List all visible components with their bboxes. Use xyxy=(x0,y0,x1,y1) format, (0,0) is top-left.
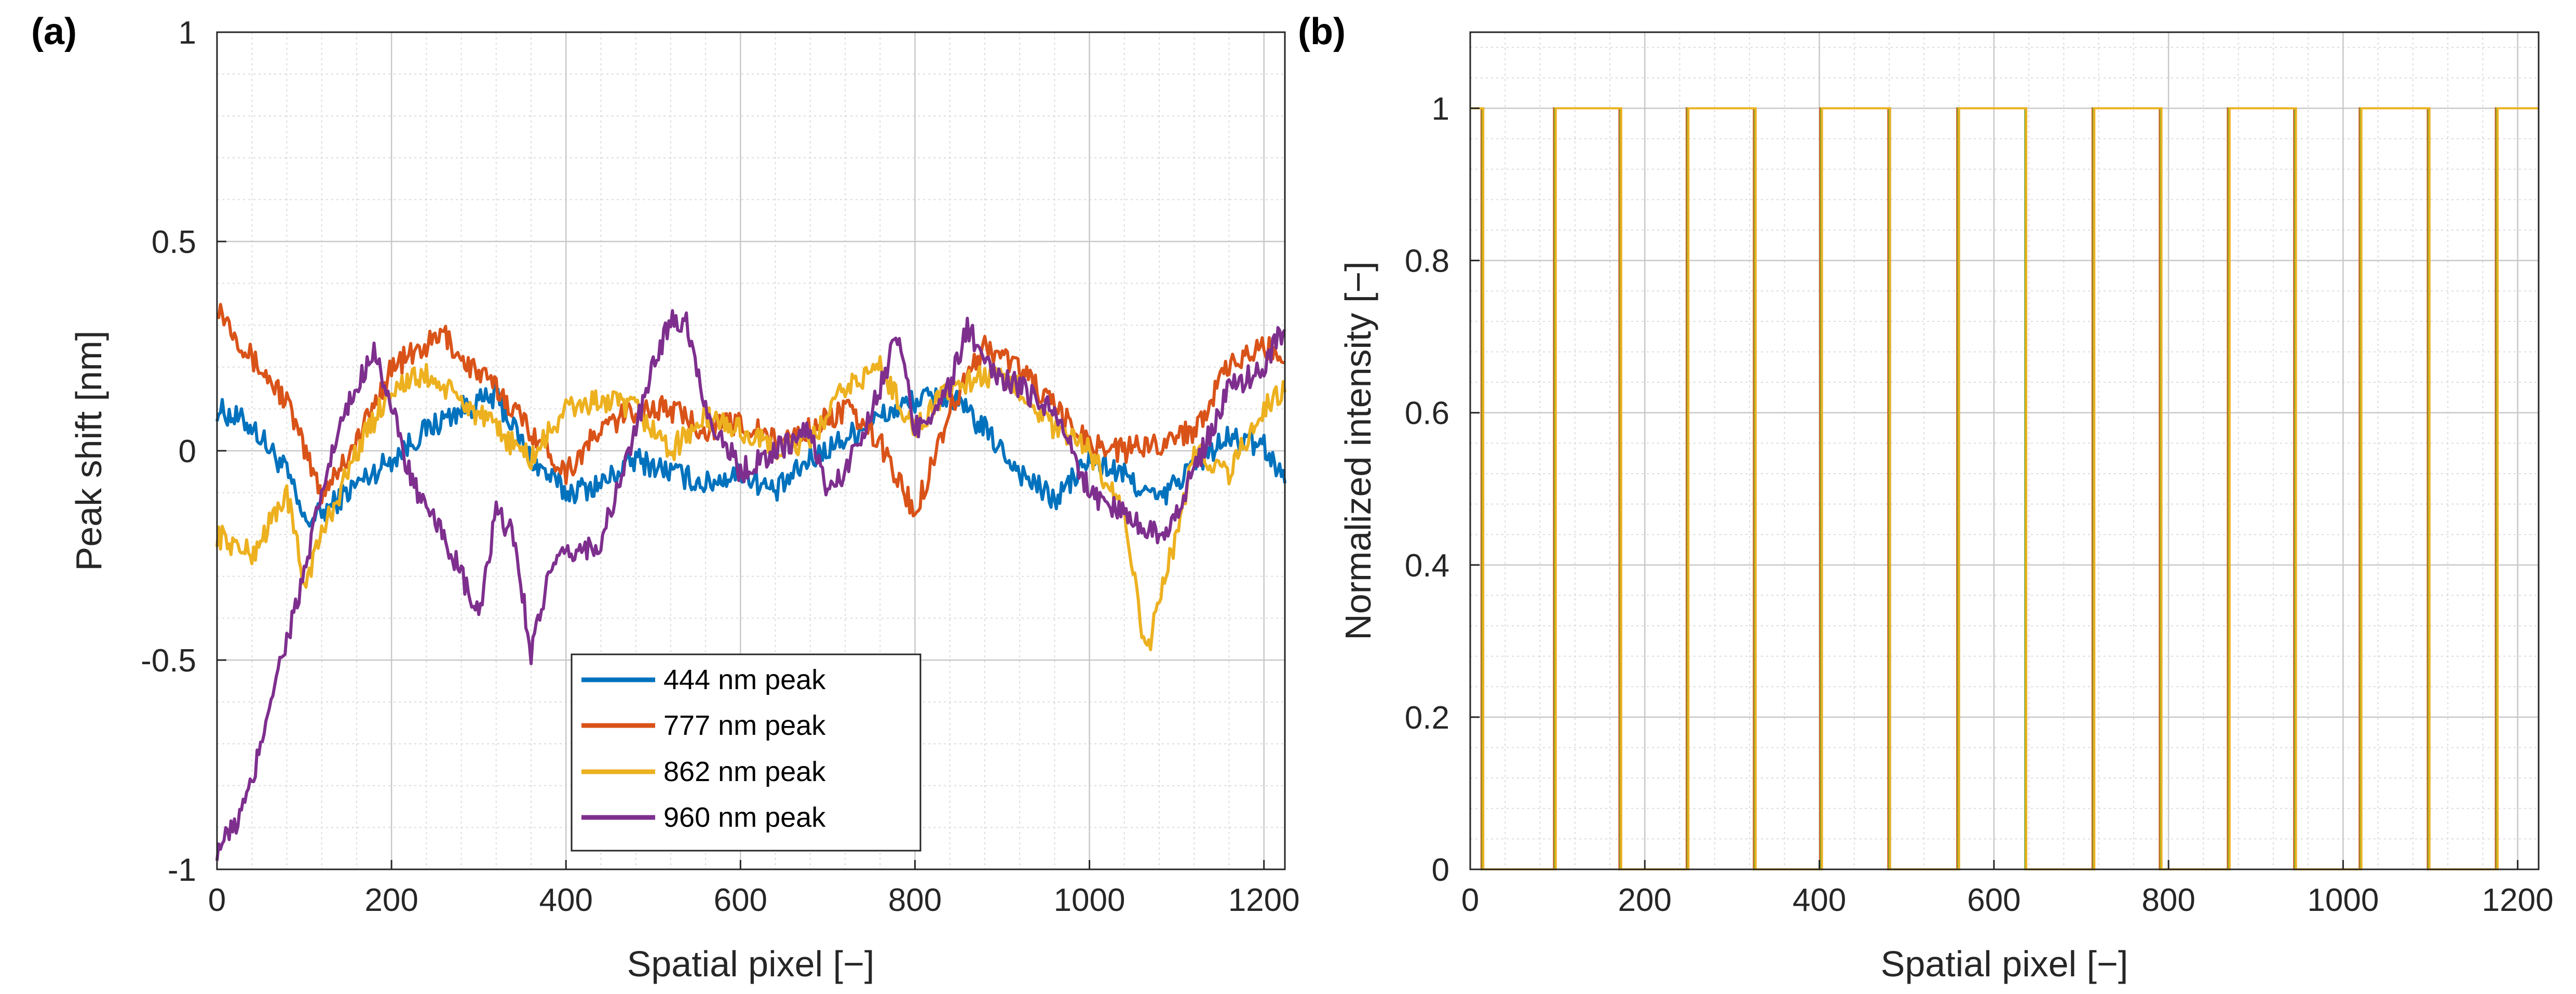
x-tick-label: 1000 xyxy=(2307,882,2379,918)
panel-b-x-axis-label: Spatial pixel [−] xyxy=(1881,944,2128,984)
x-tick-label: 1200 xyxy=(1228,882,1300,918)
series-line-777-nm-peak xyxy=(216,303,1285,518)
panel-b-y-axis-label: Normalized intensity [−] xyxy=(1338,261,1378,640)
y-tick-label: -1 xyxy=(168,852,196,888)
panel-a-x-ticks: 0 200 400 600 800 1000 1200 xyxy=(208,860,1300,918)
y-tick-label: 0.6 xyxy=(1405,396,1449,432)
x-tick-label: 200 xyxy=(1618,882,1672,918)
square-wave-series-4 xyxy=(1470,107,2539,870)
panel-b-axes-frame xyxy=(1469,31,2540,870)
x-tick-label: 800 xyxy=(888,882,942,918)
x-tick-label: 1200 xyxy=(2482,882,2554,918)
x-tick-label: 600 xyxy=(714,882,767,918)
x-tick-label: 1000 xyxy=(1054,882,1126,918)
x-tick-label: 400 xyxy=(539,882,592,918)
series-line-960-nm-peak xyxy=(215,309,1286,861)
y-tick-label: 0.8 xyxy=(1405,244,1449,279)
panel-a-label: (a) xyxy=(31,11,77,52)
y-tick-label: 0.4 xyxy=(1405,548,1449,584)
y-tick-label: 0.2 xyxy=(1405,700,1449,736)
legend-label-862: 862 nm peak xyxy=(663,756,826,787)
y-tick-label: 0.5 xyxy=(152,224,196,260)
y-tick-label: 1 xyxy=(1432,91,1449,127)
panel-b-y-ticks: 0 0.2 0.4 0.6 0.8 1 xyxy=(1405,91,1480,888)
panel-b-minor-grid xyxy=(1470,32,2539,870)
panel-a-x-axis-label: Spatial pixel [−] xyxy=(627,944,875,984)
x-tick-label: 600 xyxy=(1967,882,2021,918)
legend-label-777: 777 nm peak xyxy=(663,710,826,741)
panel-b-chart: (b) 0 200 400 600 800 1000 1200 0 0.2 0.4 0.6 0.8 1… xyxy=(1298,11,2554,984)
legend-label-444: 444 nm peak xyxy=(663,664,826,695)
panel-b-series-lines xyxy=(1470,107,2539,870)
x-tick-label: 200 xyxy=(364,882,418,918)
y-tick-label: 0 xyxy=(179,434,196,469)
series-line-862-nm-peak xyxy=(215,355,1286,651)
y-tick-label: 0 xyxy=(1432,852,1449,888)
panel-a-series-lines xyxy=(215,303,1286,861)
panel-a-chart: (a) 0 200 400 600 800 1000 1200 -1 -0.5 0 0.5 1 Sp… xyxy=(31,11,1300,984)
y-tick-label: -0.5 xyxy=(141,643,196,679)
legend-label-960: 960 nm peak xyxy=(663,802,826,833)
panel-b-label: (b) xyxy=(1298,11,1346,52)
panel-b-x-ticks: 0 200 400 600 800 1000 1200 xyxy=(1461,860,2554,918)
y-tick-label: 1 xyxy=(179,15,196,51)
x-tick-label: 0 xyxy=(208,882,226,918)
panel-a-legend: 444 nm peak 777 nm peak 862 nm peak 960 … xyxy=(571,653,921,852)
panel-a-y-ticks: -1 -0.5 0 0.5 1 xyxy=(141,15,226,888)
x-tick-label: 400 xyxy=(1793,882,1846,918)
x-tick-label: 800 xyxy=(2141,882,2195,918)
panel-a-y-axis-label: Peak shift [nm] xyxy=(69,331,109,571)
x-tick-label: 0 xyxy=(1461,882,1479,918)
series-line-444-nm-peak xyxy=(215,383,1286,528)
